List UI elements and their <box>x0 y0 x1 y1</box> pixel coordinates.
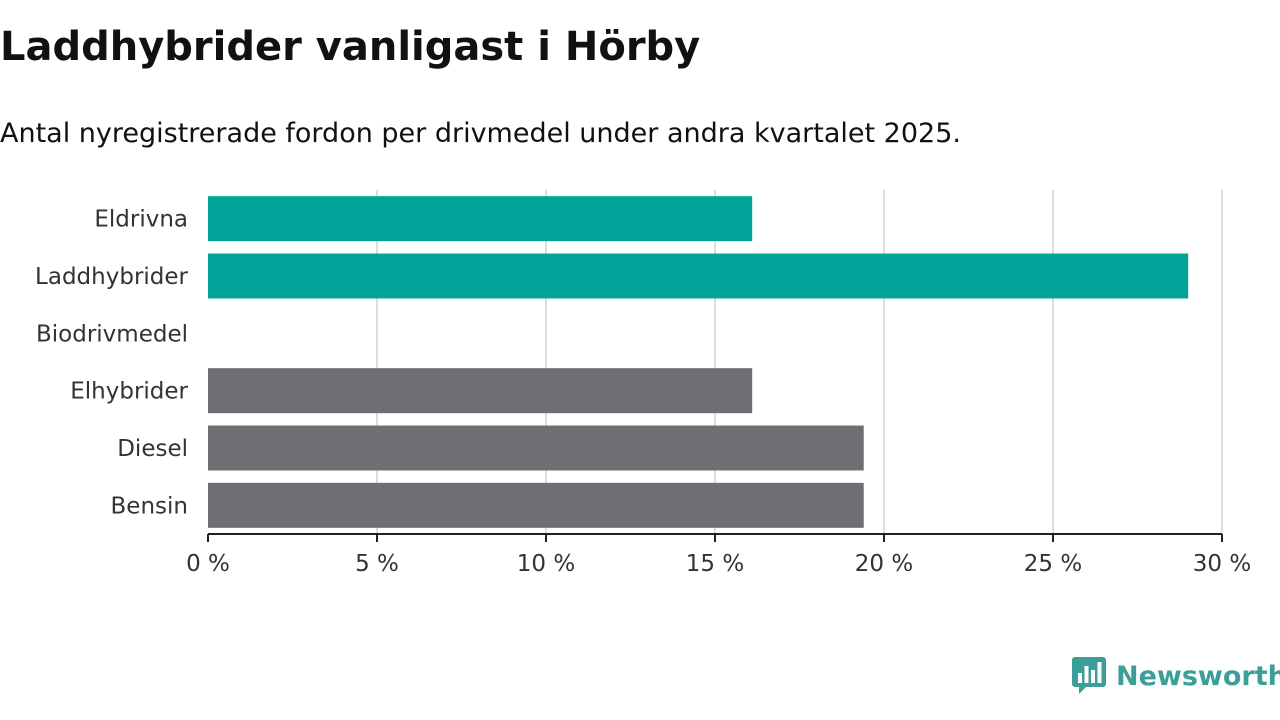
newsworthy-logo: Newsworthy <box>1072 656 1280 696</box>
logo-text: Newsworthy <box>1116 660 1280 692</box>
category-label: Eldrivna <box>94 207 188 233</box>
x-axis: 0 % 5 % 10 % 15 % 20 % 25 % 30 % <box>186 533 1251 577</box>
category-label: Laddhybrider <box>35 264 188 290</box>
category-label: Biodrivmedel <box>36 321 188 347</box>
category-label: Elhybrider <box>70 379 188 405</box>
bar <box>208 425 864 471</box>
x-tick-label: 0 % <box>186 551 230 577</box>
category-label: Bensin <box>111 493 188 519</box>
chart-subtitle: Antal nyregistrerade fordon per drivmede… <box>0 118 961 149</box>
category-label: Diesel <box>117 436 188 462</box>
bar <box>208 482 864 528</box>
bar-chart: Eldrivna Laddhybrider Biodrivmedel Elhybrid… <box>35 190 1251 577</box>
bar-chart-speech-bubble-icon <box>1072 657 1106 694</box>
x-tick-label: 20 % <box>855 551 913 577</box>
bar <box>208 196 753 242</box>
x-tick-label: 30 % <box>1193 551 1251 577</box>
bars <box>208 196 1189 528</box>
x-tick-label: 25 % <box>1024 551 1082 577</box>
gridlines <box>376 190 1223 534</box>
x-tick-label: 15 % <box>686 551 744 577</box>
category-labels: Eldrivna Laddhybrider Biodrivmedel Elhybrid… <box>35 207 188 520</box>
x-tick-label: 5 % <box>355 551 399 577</box>
bar <box>208 253 1189 299</box>
chart-title: Laddhybrider vanligast i Hörby <box>0 24 701 70</box>
bar <box>208 368 753 414</box>
x-tick-label: 10 % <box>517 551 575 577</box>
